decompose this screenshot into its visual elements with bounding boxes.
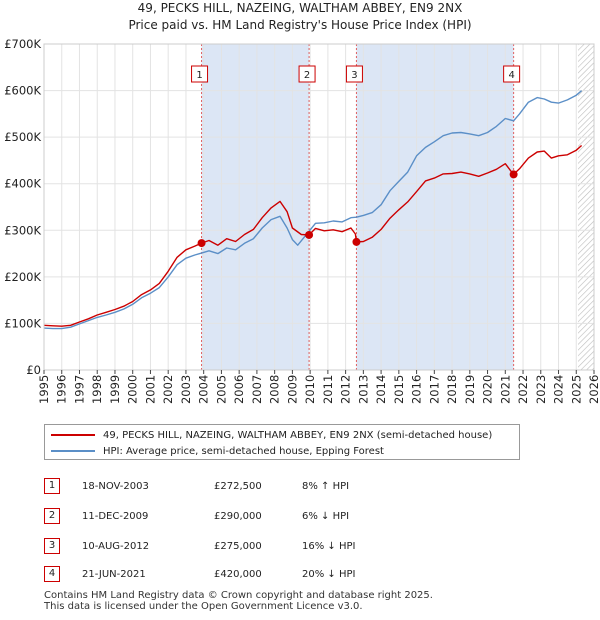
- chart-title-line-1: 49, PECKS HILL, NAZEING, WALTHAM ABBEY, …: [137, 1, 463, 15]
- x-tick-label: 2003: [179, 375, 193, 404]
- sale-number-badge: 3: [44, 538, 60, 554]
- sale-point: [197, 239, 206, 248]
- y-tick-label: £100K: [4, 316, 41, 330]
- footer-licence: This data is licensed under the Open Gov…: [44, 601, 363, 612]
- y-tick-label: £200K: [4, 270, 41, 284]
- sale-marker-box: [298, 65, 316, 83]
- sale-date: 11-DEC-2009: [82, 511, 149, 522]
- x-tick-label: 2019: [463, 375, 477, 404]
- x-tick-label: 2015: [392, 375, 406, 404]
- sale-number-badge: 2: [44, 508, 60, 524]
- legend: 49, PECKS HILL, NAZEING, WALTHAM ABBEY, …: [44, 424, 520, 460]
- sale-hpi-diff: 16% ↓ HPI: [302, 541, 356, 552]
- x-tick-label: 2004: [197, 375, 211, 404]
- y-tick-label: £400K: [4, 177, 41, 191]
- sale-hpi-diff: 6% ↓ HPI: [302, 511, 350, 522]
- x-tick-label: 2025: [569, 375, 583, 404]
- legend-swatch-price: [51, 434, 95, 436]
- legend-item-price: 49, PECKS HILL, NAZEING, WALTHAM ABBEY, …: [45, 427, 492, 443]
- x-tick-label: 2008: [268, 375, 282, 404]
- sale-marker-box: [345, 65, 363, 83]
- x-tick-label: 1995: [37, 375, 51, 404]
- x-tick-label: 2006: [232, 375, 246, 404]
- price-chart: 1 2 3 4 £0 £100K £200K £300K £400K £500K £600K £70…: [4, 37, 600, 404]
- sale-number-badge: 1: [44, 478, 60, 494]
- sale-row: 4 21-JUN-2021 £420,000 20% ↓ HPI: [44, 566, 444, 586]
- sale-point: [305, 230, 314, 239]
- sale-number-badge: 4: [44, 566, 60, 582]
- sale-price: £272,500: [214, 481, 262, 492]
- y-tick-label: £300K: [4, 223, 41, 237]
- sale-marker-box: [191, 65, 209, 83]
- x-tick-label: 1996: [55, 375, 69, 404]
- x-tick-label: 2007: [250, 375, 264, 404]
- x-tick-label: 2009: [285, 375, 299, 404]
- sale-hpi-diff: 20% ↓ HPI: [302, 569, 356, 580]
- x-tick-label: 2010: [303, 375, 317, 404]
- sale-marker-label: 1: [196, 70, 202, 81]
- x-tick-label: 2013: [356, 375, 370, 404]
- x-tick-label: 2020: [481, 375, 495, 404]
- x-tick-label: 2021: [498, 375, 512, 404]
- sale-marker-label: 4: [508, 70, 514, 81]
- x-tick-label: 2024: [552, 375, 566, 404]
- x-tick-label: 2000: [126, 375, 140, 404]
- sale-marker-label: 3: [351, 70, 357, 81]
- chart-title-line-2: Price paid vs. HM Land Registry's House …: [128, 18, 472, 32]
- sale-hpi-diff: 8% ↑ HPI: [302, 481, 350, 492]
- x-tick-label: 1999: [108, 375, 122, 404]
- x-tick-label: 1998: [90, 375, 104, 404]
- sale-row: 1 18-NOV-2003 £272,500 8% ↑ HPI: [44, 478, 444, 498]
- sale-price: £275,000: [214, 541, 262, 552]
- footer: Contains HM Land Registry data © Crown c…: [44, 590, 433, 612]
- sale-date: 21-JUN-2021: [82, 569, 146, 580]
- plot-frame: [43, 43, 595, 371]
- shaded-period: [356, 44, 514, 370]
- sale-date: 18-NOV-2003: [82, 481, 149, 492]
- y-tick-label: £0: [26, 363, 41, 377]
- sale-point: [352, 237, 361, 246]
- sale-date: 10-AUG-2012: [82, 541, 150, 552]
- sale-row: 2 11-DEC-2009 £290,000 6% ↓ HPI: [44, 508, 444, 528]
- x-tick-label: 2022: [516, 375, 530, 404]
- sale-marker-box: [503, 65, 521, 83]
- x-tick-label: 2016: [410, 375, 424, 404]
- x-tick-label: 1997: [72, 375, 86, 404]
- x-tick-label: 2002: [161, 375, 175, 404]
- x-tick-label: 2005: [214, 375, 228, 404]
- sale-point: [509, 170, 518, 179]
- x-tick-label: 2026: [587, 375, 600, 404]
- price-paid-line: [44, 144, 583, 327]
- legend-swatch-hpi: [51, 450, 95, 452]
- hpi-line: [44, 90, 583, 330]
- x-tick-label: 2023: [534, 375, 548, 404]
- sale-price: £290,000: [214, 511, 262, 522]
- y-tick-label: £600K: [4, 84, 41, 98]
- x-tick-label: 2011: [321, 375, 335, 404]
- y-tick-label: £500K: [4, 130, 41, 144]
- footer-copyright: Contains HM Land Registry data © Crown c…: [44, 590, 433, 601]
- sale-price: £420,000: [214, 569, 262, 580]
- x-tick-label: 2012: [339, 375, 353, 404]
- sale-row: 3 10-AUG-2012 £275,000 16% ↓ HPI: [44, 538, 444, 558]
- legend-label-price: 49, PECKS HILL, NAZEING, WALTHAM ABBEY, …: [103, 429, 493, 441]
- x-tick-label: 2017: [427, 375, 441, 404]
- x-tick-label: 2014: [374, 375, 388, 404]
- y-tick-label: £700K: [4, 37, 41, 51]
- x-tick-label: 2018: [445, 375, 459, 404]
- x-tick-label: 2001: [143, 375, 157, 404]
- forecast-hatch: [578, 44, 594, 370]
- sale-marker-label: 2: [304, 70, 310, 81]
- legend-item-hpi: HPI: Average price, semi-detached house,…: [45, 443, 384, 459]
- chart-title: 49, PECKS HILL, NAZEING, WALTHAM ABBEY, …: [0, 0, 600, 34]
- shaded-period: [201, 44, 310, 370]
- legend-label-hpi: HPI: Average price, semi-detached house,…: [103, 445, 384, 457]
